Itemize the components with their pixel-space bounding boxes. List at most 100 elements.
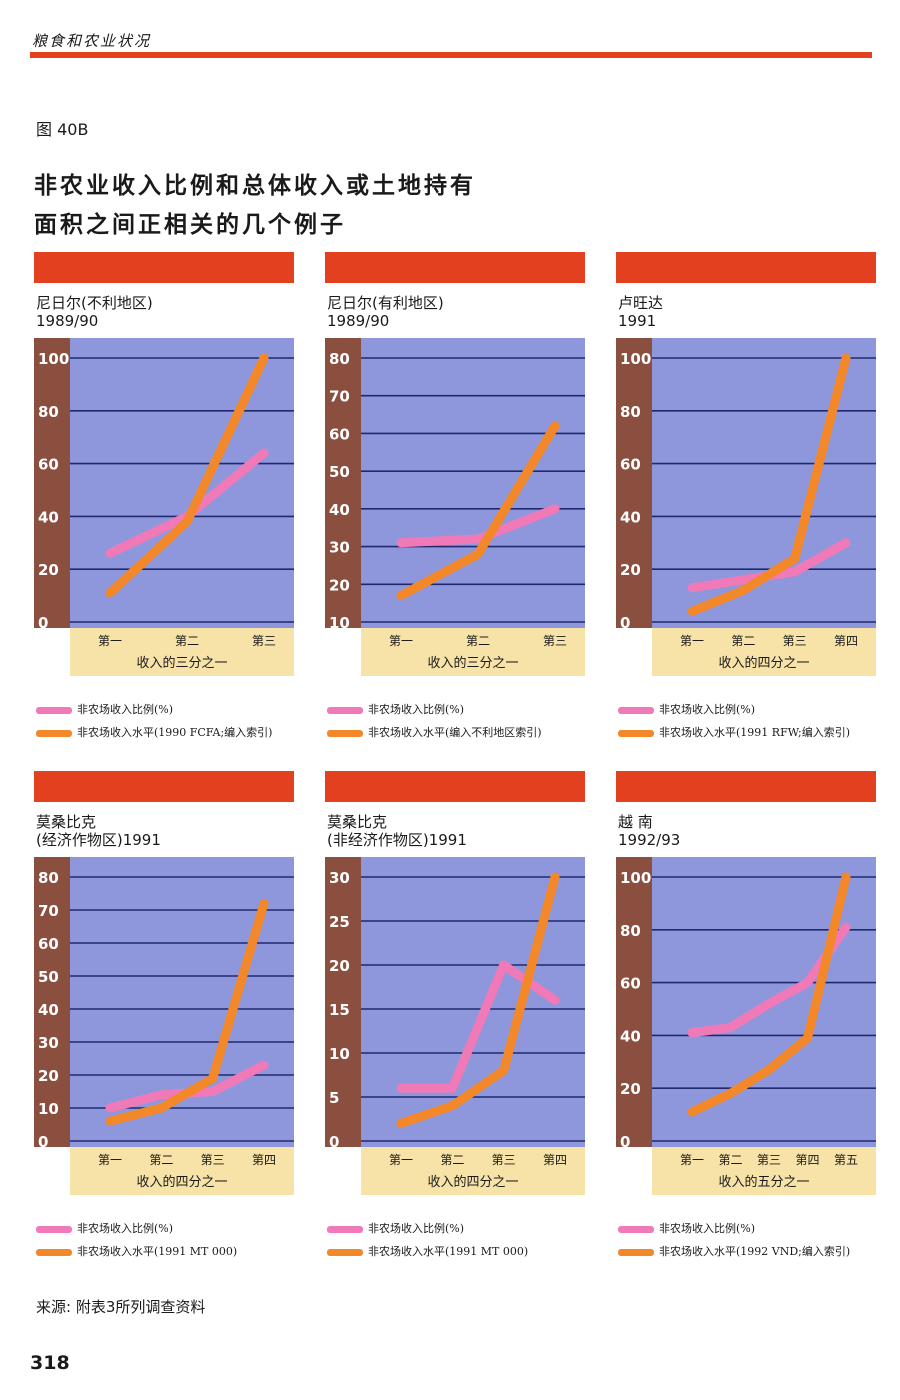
y-tick-label: 20 — [38, 1067, 59, 1085]
y-tick-label: 100 — [620, 869, 651, 887]
data-point — [473, 534, 483, 544]
data-point — [157, 1103, 166, 1113]
data-point — [208, 1087, 217, 1096]
legend-swatch-pink — [618, 1226, 654, 1233]
data-point — [448, 1084, 457, 1093]
data-point — [764, 1065, 774, 1074]
x-tick-label: 第一 — [98, 634, 122, 648]
data-point — [803, 1033, 812, 1043]
data-point — [259, 1060, 269, 1070]
x-axis-title: 收入的五分之一 — [718, 1174, 809, 1190]
x-tick-label: 第三 — [543, 634, 567, 648]
y-tick-label: 40 — [38, 508, 59, 526]
panel-header-bar — [325, 252, 585, 283]
y-tick-label: 40 — [329, 501, 350, 519]
chart-title-line2: (经济作物区)1991 — [36, 831, 161, 849]
legend-item: 非农场收入水平(1991 RFW;编入索引) — [616, 723, 876, 746]
x-tick-label: 第二 — [149, 1153, 173, 1167]
legend-label: 非农场收入水平(编入不利地区索引) — [368, 726, 542, 739]
legend-item: 非农场收入比例(%) — [34, 1219, 294, 1242]
y-tick-label: 10 — [38, 1100, 59, 1118]
x-axis-label-band — [70, 628, 294, 676]
legend-item: 非农场收入水平(1991 MT 000) — [34, 1242, 294, 1265]
data-point — [448, 1101, 457, 1110]
legend-label: 非农场收入水平(1991 MT 000) — [368, 1245, 529, 1258]
legend-label: 非农场收入水平(1991 RFW;编入索引) — [659, 726, 851, 739]
legend-item: 非农场收入比例(%) — [616, 1219, 876, 1242]
legend-label: 非农场收入水平(1991 MT 000) — [77, 1245, 238, 1258]
y-tick-label: 0 — [620, 1133, 630, 1151]
data-point — [841, 538, 851, 547]
chart-legend: 非农场收入比例(%) 非农场收入水平(1992 VND;编入索引) — [616, 1219, 876, 1265]
legend-swatch-pink — [618, 707, 654, 714]
y-axis-bar — [616, 338, 652, 628]
data-point — [841, 353, 851, 363]
legend-swatch-orange — [618, 1249, 654, 1256]
data-point — [105, 1103, 115, 1113]
x-axis-label-band — [652, 628, 876, 676]
chart-title: 越 南 1992/93 — [618, 813, 680, 849]
y-tick-label: 80 — [38, 403, 59, 421]
y-axis-bar — [34, 338, 70, 628]
x-tick-label: 第一 — [680, 1153, 704, 1167]
legend-swatch-pink — [36, 1226, 72, 1233]
y-tick-label: 100 — [38, 350, 69, 368]
x-axis-title: 收入的四分之一 — [427, 1174, 518, 1190]
chart-legend: 非农场收入比例(%) 非农场收入水平(1991 RFW;编入索引) — [616, 700, 876, 746]
legend-item: 非农场收入水平(1990 FCFA;编入索引) — [34, 723, 294, 746]
y-tick-label: 50 — [329, 463, 350, 481]
y-axis-bar — [616, 857, 652, 1147]
y-tick-label: 30 — [329, 869, 350, 887]
data-point — [157, 1090, 166, 1099]
x-tick-label: 第五 — [834, 1153, 858, 1167]
y-tick-label: 60 — [38, 935, 59, 953]
data-point — [687, 583, 697, 592]
x-tick-label: 第二 — [466, 634, 490, 648]
legend-item: 非农场收入比例(%) — [616, 700, 876, 723]
y-tick-label: 20 — [329, 957, 350, 975]
chart-panel-1: 尼日尔(不利地区) 1989/90 0 20 40 60 80 100 第一 第二 第三 收入的三分之… — [34, 252, 294, 752]
y-tick-label: 10 — [329, 614, 350, 632]
y-tick-label: 0 — [620, 614, 630, 632]
panel-header-bar — [325, 771, 585, 802]
legend-swatch-pink — [36, 707, 72, 714]
chart-title-line2: 1989/90 — [36, 312, 99, 330]
data-point — [841, 872, 851, 882]
x-tick-label: 第三 — [201, 1153, 225, 1167]
x-axis-title: 收入的四分之一 — [136, 1174, 227, 1190]
legend-item: 非农场收入水平(编入不利地区索引) — [325, 723, 585, 746]
x-axis-label-band — [652, 1147, 876, 1195]
y-axis-bar — [325, 338, 361, 628]
legend-swatch-orange — [36, 1249, 72, 1256]
legend-item: 非农场收入比例(%) — [325, 700, 585, 723]
chart-title-line1: 莫桑比克 — [327, 813, 388, 831]
top-rule — [30, 52, 872, 58]
data-point — [105, 1117, 115, 1126]
data-point — [687, 1028, 697, 1037]
series-line-orange — [396, 872, 560, 1128]
chart-title: 尼日尔(不利地区) 1989/90 — [36, 294, 153, 330]
legend-swatch-pink — [327, 707, 363, 714]
y-axis-bar — [325, 857, 361, 1147]
legend-swatch-orange — [327, 730, 363, 737]
data-point — [499, 1066, 508, 1075]
legend-label: 非农场收入比例(%) — [659, 1222, 756, 1235]
data-point — [396, 1119, 406, 1128]
chart-title: 莫桑比克 (经济作物区)1991 — [36, 813, 161, 849]
data-point — [396, 591, 406, 600]
y-tick-label: 60 — [38, 456, 59, 474]
x-tick-label: 第四 — [834, 634, 858, 648]
series-line-orange — [105, 898, 269, 1126]
data-point — [208, 1074, 217, 1083]
legend-swatch-orange — [36, 730, 72, 737]
y-tick-label: 20 — [329, 576, 350, 594]
chart-title-line2: 1992/93 — [618, 831, 681, 849]
y-tick-label: 70 — [38, 902, 59, 920]
legend-label: 非农场收入比例(%) — [368, 1222, 465, 1235]
data-point — [790, 554, 799, 563]
data-point — [473, 549, 483, 559]
y-tick-label: 25 — [329, 913, 350, 931]
